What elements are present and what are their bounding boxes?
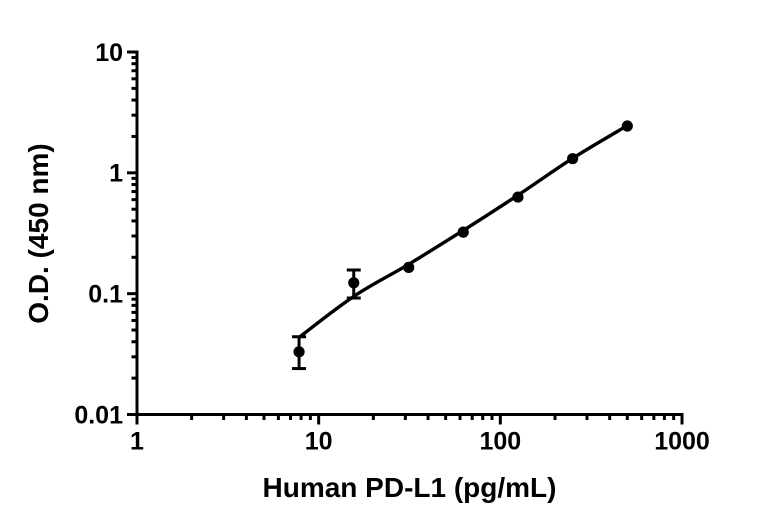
data-point bbox=[293, 346, 305, 358]
axis-tick-labels: 1 10 100 1000 10 1 0.1 0.01 bbox=[74, 39, 709, 456]
data-point bbox=[621, 120, 633, 132]
data-point bbox=[567, 153, 579, 165]
y-tick-label: 10 bbox=[95, 39, 123, 67]
x-tick-label: 1 bbox=[130, 428, 144, 456]
axis-ticks bbox=[127, 50, 684, 425]
y-tick-label: 0.01 bbox=[74, 401, 123, 429]
data-point-layer bbox=[293, 120, 633, 358]
data-point bbox=[457, 226, 469, 238]
data-point bbox=[403, 261, 415, 273]
y-tick-label: 1 bbox=[109, 160, 123, 188]
x-tick-label: 1000 bbox=[654, 428, 710, 456]
data-point bbox=[348, 277, 360, 289]
x-tick-label: 10 bbox=[305, 428, 333, 456]
y-axis-title: O.D. (450 nm) bbox=[23, 143, 54, 323]
x-tick-label: 100 bbox=[479, 428, 521, 456]
axes bbox=[135, 50, 684, 416]
data-point bbox=[512, 191, 524, 203]
x-axis-title: Human PD-L1 (pg/mL) bbox=[263, 472, 557, 503]
y-tick-label: 0.1 bbox=[88, 280, 123, 308]
